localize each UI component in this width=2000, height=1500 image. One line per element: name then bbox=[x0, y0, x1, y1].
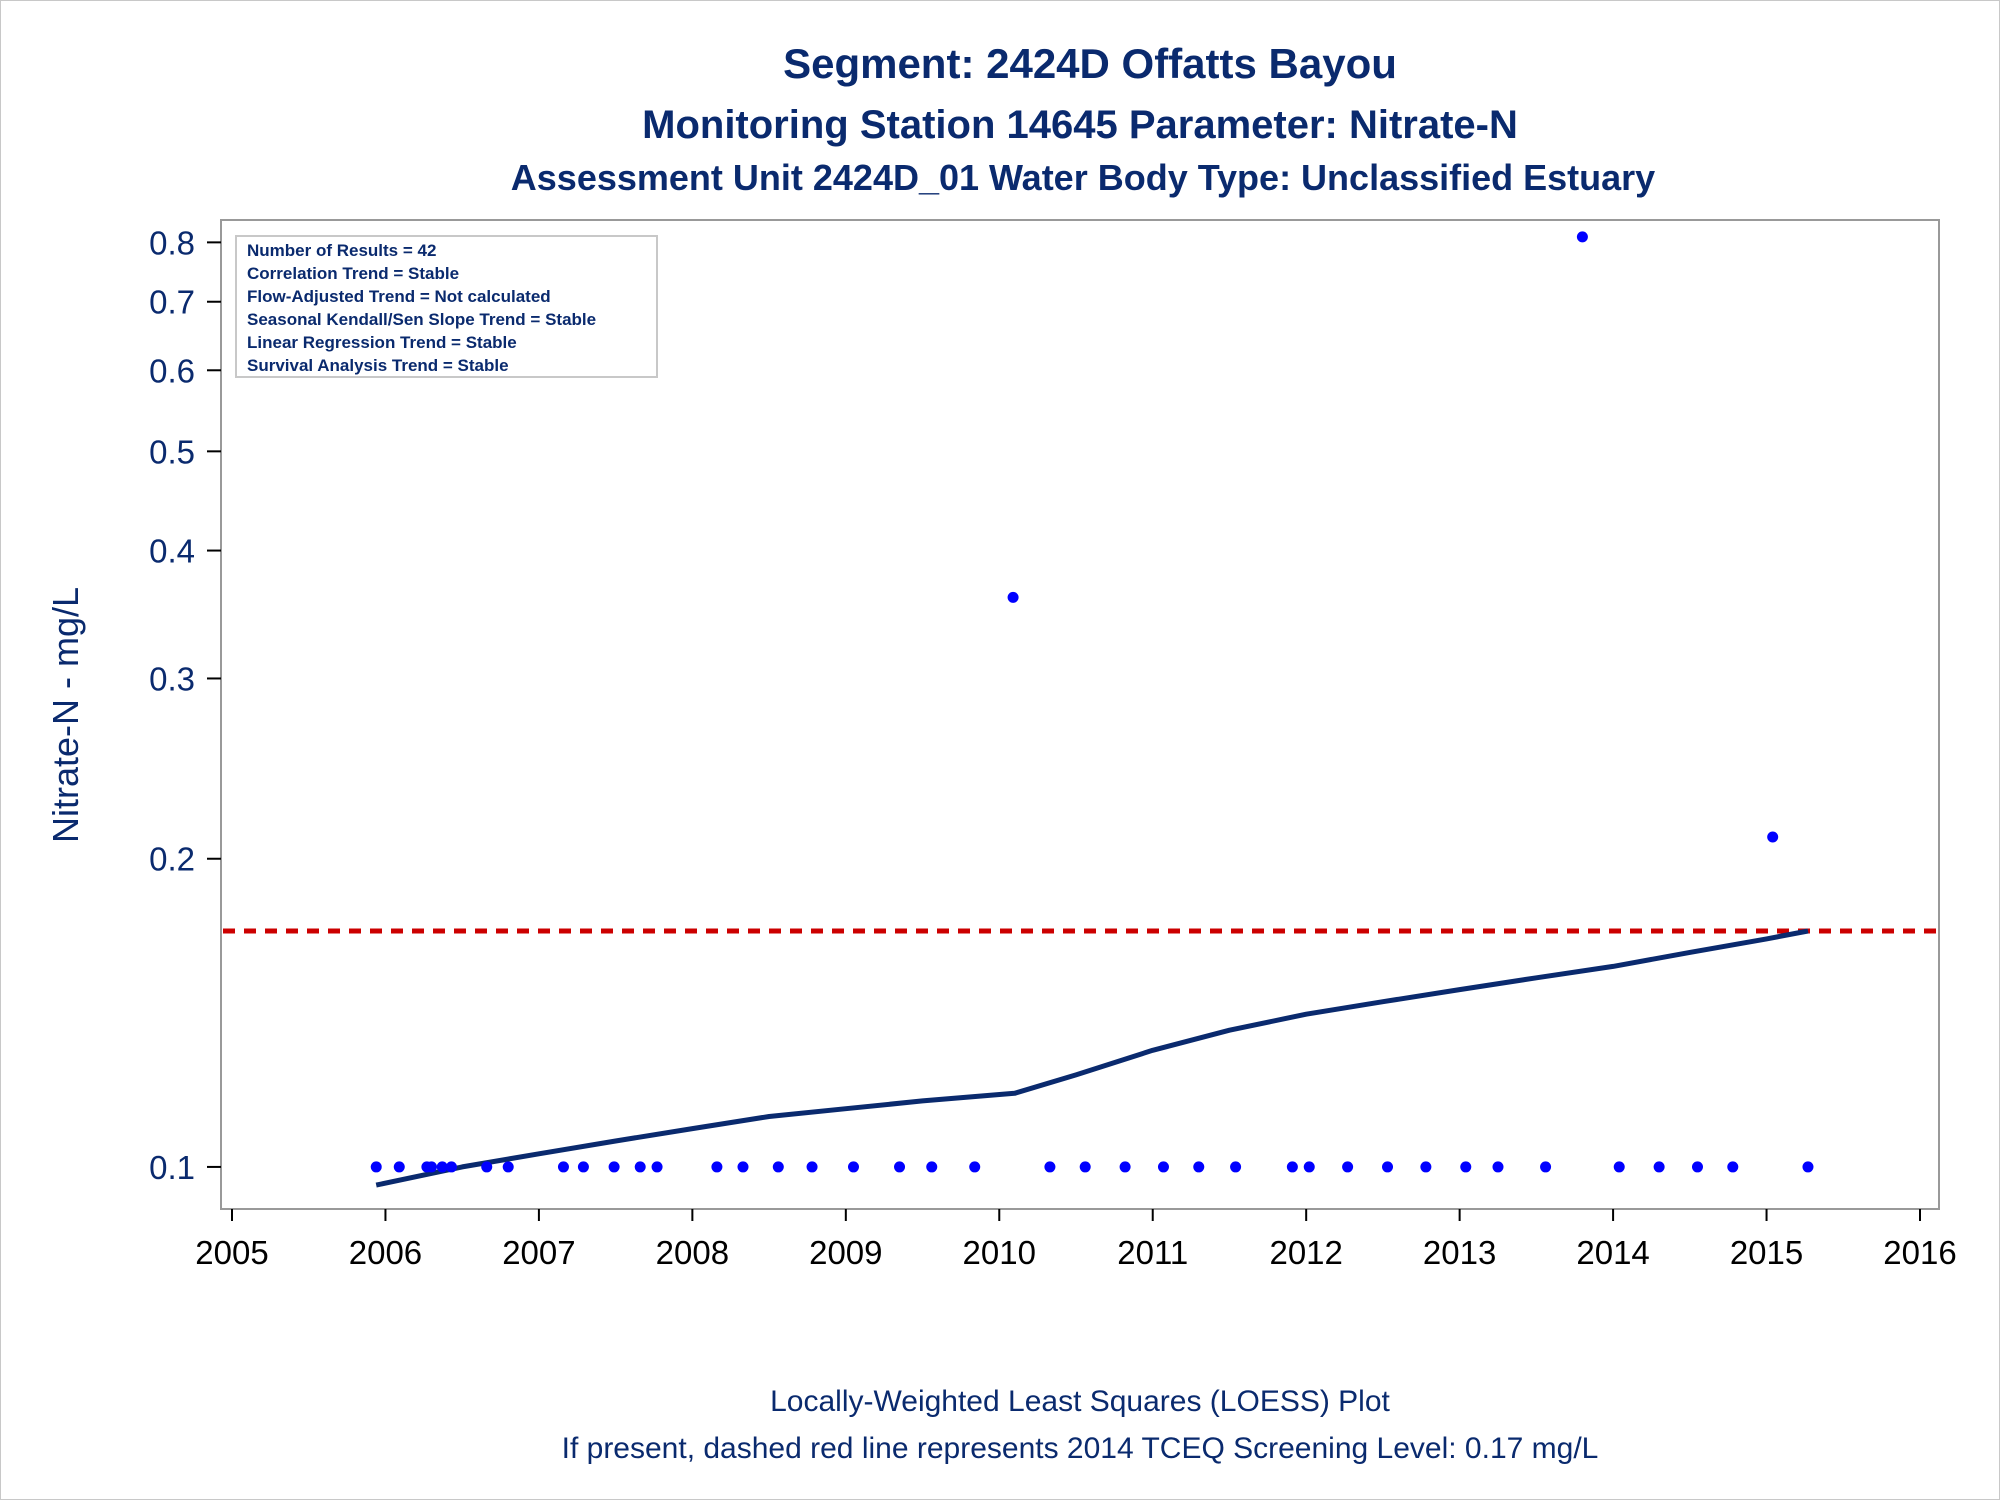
data-point bbox=[445, 1161, 457, 1173]
loess-line bbox=[375, 928, 1809, 1188]
chart-title: Segment: 2424D Offatts Bayou bbox=[783, 40, 1397, 87]
data-point bbox=[737, 1161, 749, 1173]
data-point bbox=[1286, 1161, 1298, 1173]
data-point bbox=[894, 1161, 906, 1173]
data-point bbox=[1613, 1161, 1625, 1173]
y-tick-label: 0.7 bbox=[149, 284, 195, 321]
data-point bbox=[502, 1161, 514, 1173]
data-point bbox=[1342, 1161, 1354, 1173]
data-point bbox=[608, 1161, 620, 1173]
data-point bbox=[969, 1161, 981, 1173]
data-point bbox=[634, 1161, 646, 1173]
loess-layer bbox=[375, 928, 1809, 1188]
data-point bbox=[1691, 1161, 1703, 1173]
legend-line-flow-adjusted: Flow-Adjusted Trend = Not calculated bbox=[247, 287, 551, 306]
y-tick-label: 0.3 bbox=[149, 660, 195, 697]
data-point bbox=[1193, 1161, 1205, 1173]
y-tick-label: 0.2 bbox=[149, 841, 195, 878]
data-point bbox=[1540, 1161, 1552, 1173]
data-point bbox=[393, 1161, 405, 1173]
x-tick-label: 2008 bbox=[656, 1234, 729, 1271]
y-tick-label: 0.6 bbox=[149, 352, 195, 389]
y-axis-title: Nitrate-N - mg/L bbox=[45, 587, 86, 843]
stats-legend-box bbox=[235, 235, 658, 378]
data-point bbox=[1576, 231, 1588, 243]
data-point bbox=[847, 1161, 859, 1173]
data-point bbox=[1230, 1161, 1242, 1173]
legend-line-correlation: Correlation Trend = Stable bbox=[247, 264, 459, 283]
x-tick-label: 2006 bbox=[349, 1234, 422, 1271]
data-point bbox=[711, 1161, 723, 1173]
x-tick-label: 2005 bbox=[195, 1234, 268, 1271]
data-point bbox=[481, 1161, 493, 1173]
x-tick-label: 2015 bbox=[1730, 1234, 1803, 1271]
data-point bbox=[425, 1161, 437, 1173]
data-point bbox=[1767, 831, 1779, 843]
legend-line-survival-analysis: Survival Analysis Trend = Stable bbox=[247, 356, 509, 375]
data-point bbox=[1653, 1161, 1665, 1173]
legend-line-seasonal-kendall: Seasonal Kendall/Sen Slope Trend = Stabl… bbox=[247, 310, 596, 329]
data-point bbox=[1420, 1161, 1432, 1173]
x-tick-label: 2011 bbox=[1117, 1234, 1188, 1271]
data-point bbox=[1044, 1161, 1056, 1173]
chart-subtitle: Monitoring Station 14645 Parameter: Nitr… bbox=[642, 103, 1518, 147]
legend-line-results: Number of Results = 42 bbox=[247, 241, 436, 260]
data-point bbox=[1727, 1161, 1739, 1173]
footnote-screening: If present, dashed red line represents 2… bbox=[562, 1432, 1599, 1465]
x-tick-label: 2012 bbox=[1269, 1234, 1342, 1271]
data-point bbox=[557, 1161, 569, 1173]
data-point bbox=[806, 1161, 818, 1173]
plot-area bbox=[220, 219, 1940, 1210]
data-point bbox=[1382, 1161, 1394, 1173]
y-tick-label: 0.5 bbox=[149, 433, 195, 470]
legend-line-linear-regression: Linear Regression Trend = Stable bbox=[247, 333, 517, 352]
x-tick-label: 2014 bbox=[1576, 1234, 1649, 1271]
data-point bbox=[1802, 1161, 1814, 1173]
data-point bbox=[436, 1161, 448, 1173]
data-point bbox=[577, 1161, 589, 1173]
x-tick-label: 2013 bbox=[1423, 1234, 1496, 1271]
x-tick-label: 2009 bbox=[809, 1234, 882, 1271]
x-tick-label: 2016 bbox=[1883, 1234, 1956, 1271]
data-point bbox=[651, 1161, 663, 1173]
y-tick-label: 0.4 bbox=[149, 533, 195, 570]
data-point bbox=[1303, 1161, 1315, 1173]
data-point bbox=[370, 1161, 382, 1173]
x-tick-label: 2010 bbox=[963, 1234, 1036, 1271]
data-point bbox=[1157, 1161, 1169, 1173]
data-point bbox=[1119, 1161, 1131, 1173]
data-point bbox=[1007, 591, 1019, 603]
data-point bbox=[1079, 1161, 1091, 1173]
footnote-loess: Locally-Weighted Least Squares (LOESS) P… bbox=[770, 1385, 1390, 1418]
data-point bbox=[1460, 1161, 1472, 1173]
data-point bbox=[772, 1161, 784, 1173]
y-axis: 0.1 0.2 0.3 0.4 0.5 0.6 0.7 0.8 bbox=[149, 224, 221, 1186]
x-axis: 2005 2006 2007 2008 2009 2010 2011 2012 2013 2014… bbox=[195, 1209, 1957, 1271]
data-point bbox=[926, 1161, 938, 1173]
chart-subtitle-2: Assessment Unit 2424D_01 Water Body Type… bbox=[511, 157, 1655, 198]
stats-legend: Number of Results = 42 Correlation Trend… bbox=[235, 235, 658, 378]
y-tick-label: 0.1 bbox=[149, 1149, 195, 1186]
y-tick-label: 0.8 bbox=[149, 224, 195, 261]
data-points-layer bbox=[370, 231, 1814, 1173]
x-tick-label: 2007 bbox=[502, 1234, 575, 1271]
data-point bbox=[1492, 1161, 1504, 1173]
